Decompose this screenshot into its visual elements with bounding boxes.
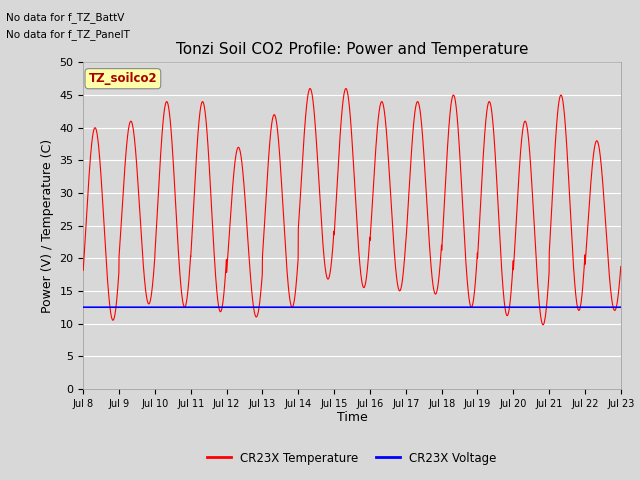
Legend: CR23X Temperature, CR23X Voltage: CR23X Temperature, CR23X Voltage	[202, 447, 502, 469]
X-axis label: Time: Time	[337, 411, 367, 424]
Text: No data for f_TZ_PanelT: No data for f_TZ_PanelT	[6, 29, 131, 40]
Title: Tonzi Soil CO2 Profile: Power and Temperature: Tonzi Soil CO2 Profile: Power and Temper…	[176, 42, 528, 57]
Text: No data for f_TZ_BattV: No data for f_TZ_BattV	[6, 12, 125, 23]
Text: TZ_soilco2: TZ_soilco2	[88, 72, 157, 85]
Y-axis label: Power (V) / Temperature (C): Power (V) / Temperature (C)	[41, 139, 54, 312]
